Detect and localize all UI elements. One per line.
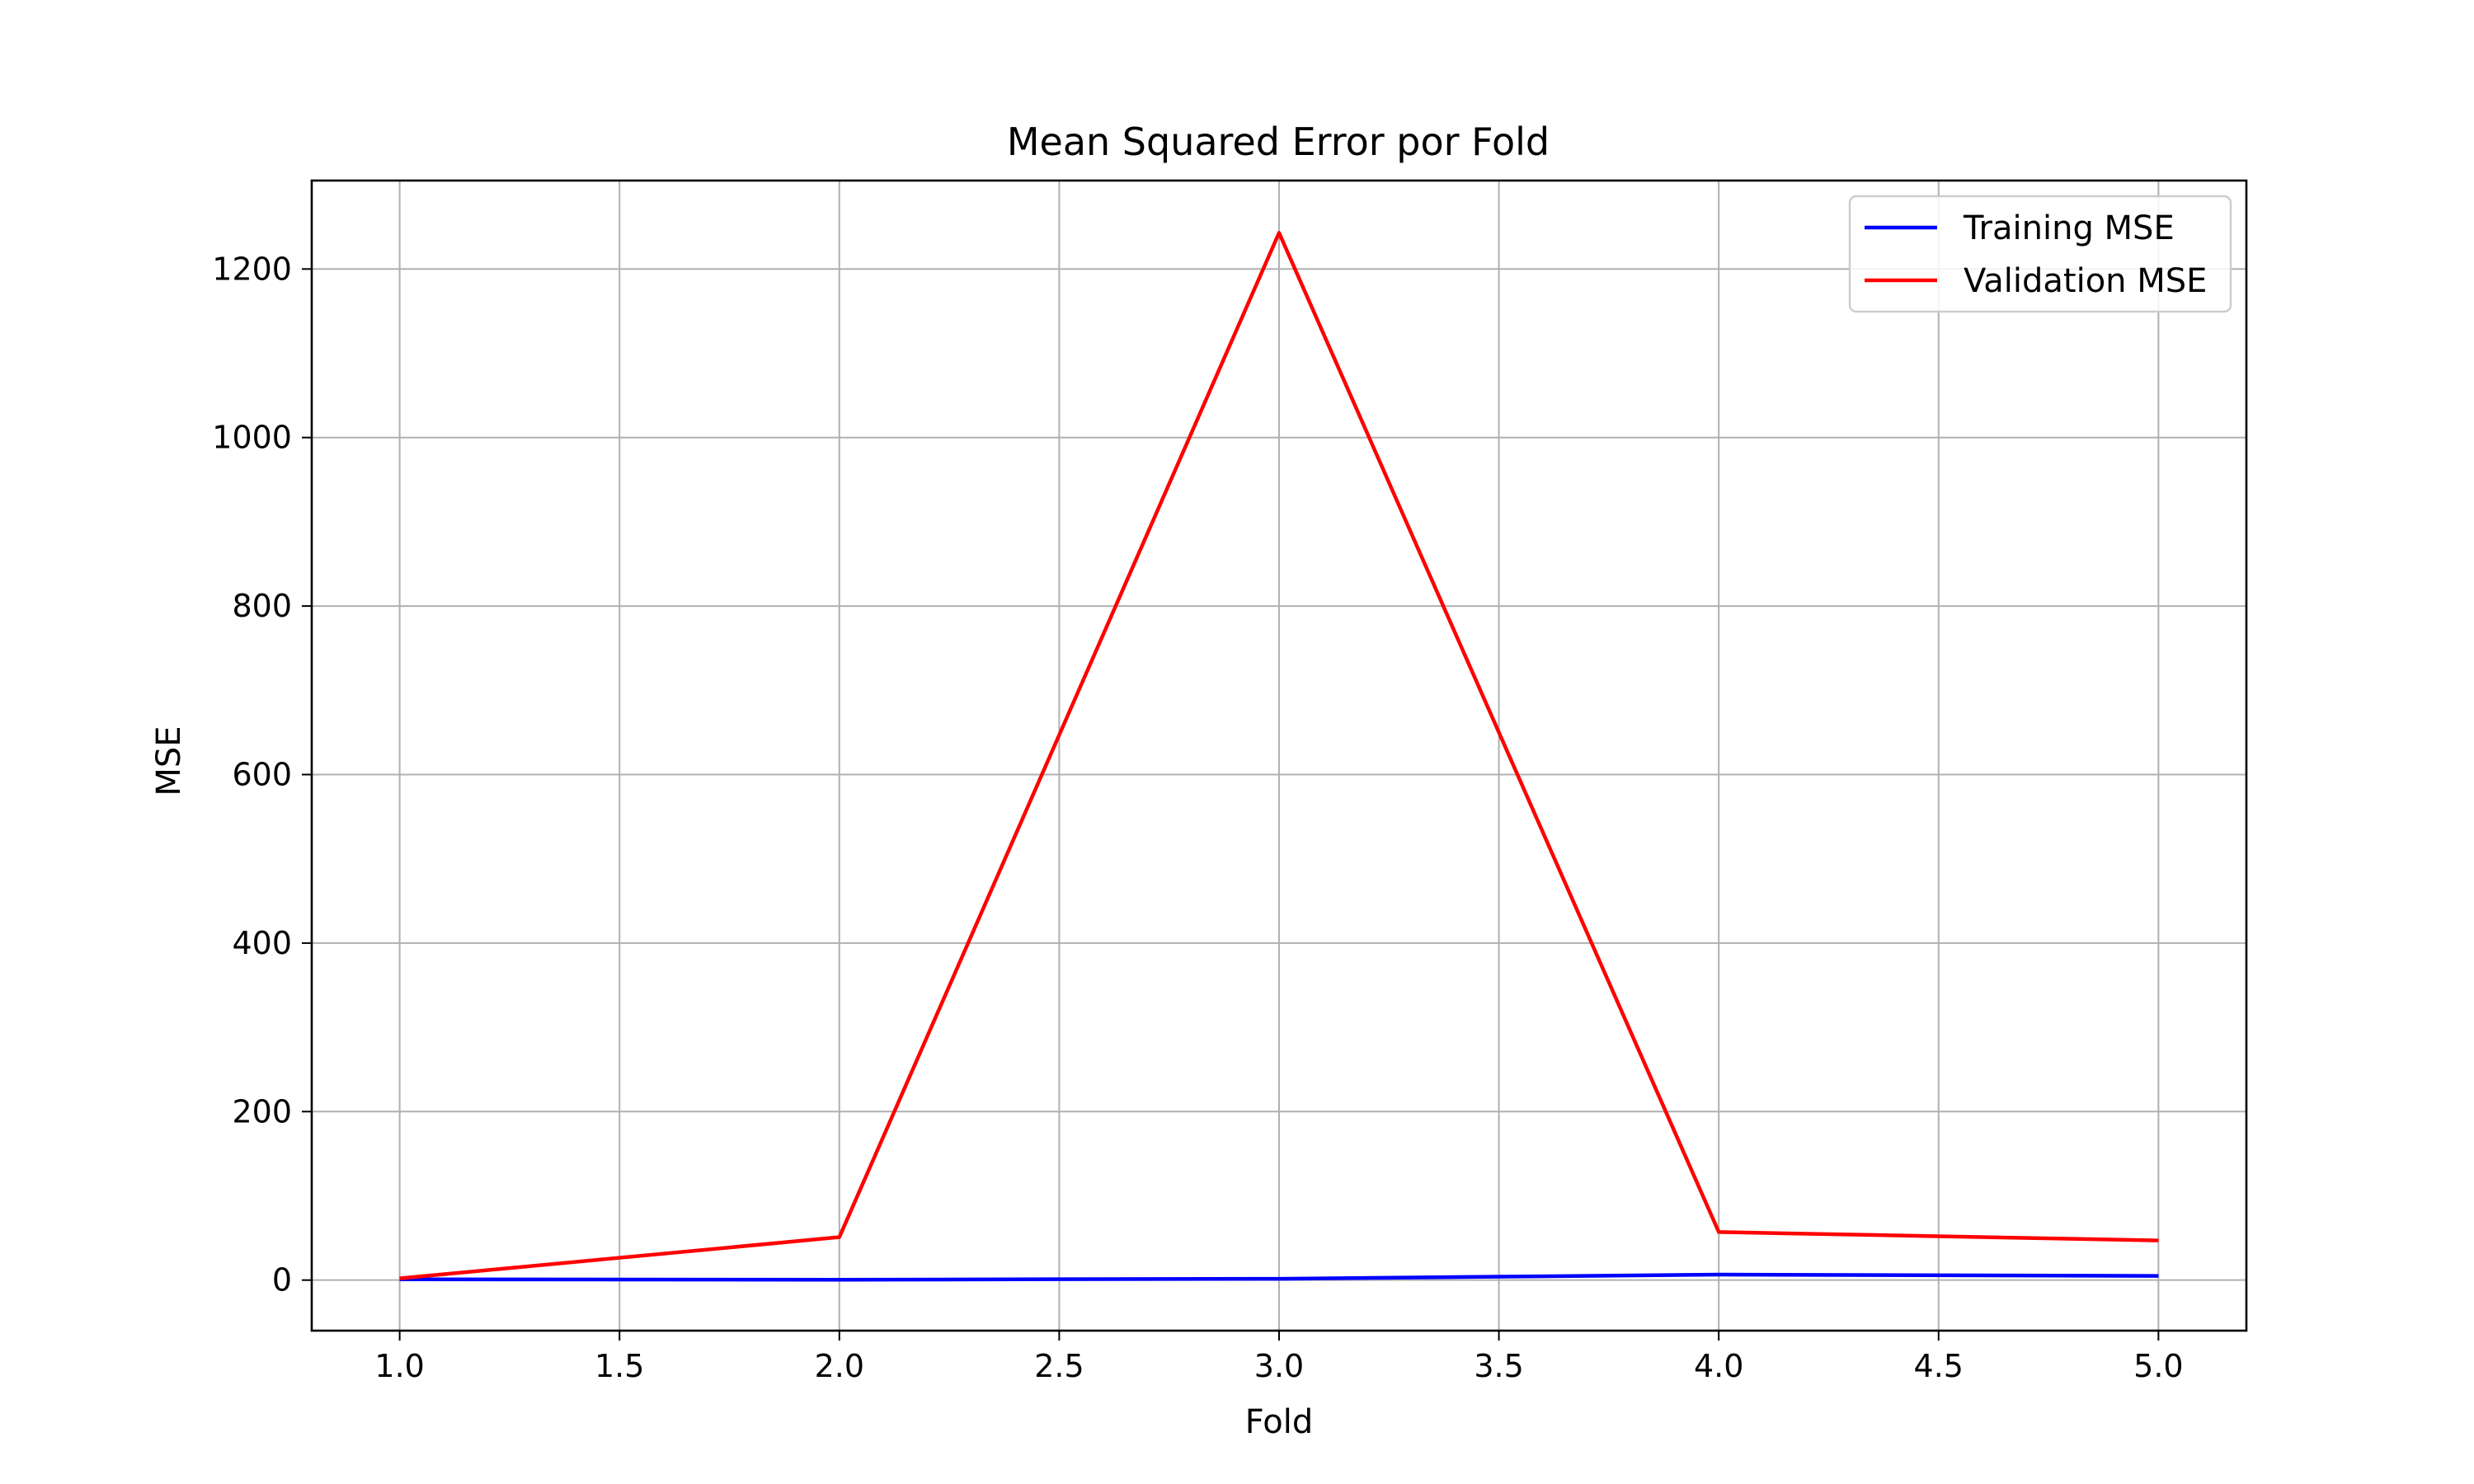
x-tick-label: 1.5 [595,1348,644,1384]
legend: Training MSE Validation MSE [1848,195,2232,313]
validation-mse-line [399,231,2159,1280]
x-tick-label: 2.0 [815,1348,864,1384]
x-tick-label: 3.0 [1254,1348,1304,1384]
legend-label-validation-mse: Validation MSE [1964,262,2207,300]
y-tick-label: 0 [272,1262,292,1298]
x-tick-label: 4.0 [1694,1348,1743,1384]
y-axis-label: MSE [150,726,188,796]
x-tick-label: 2.5 [1034,1348,1084,1384]
training-mse-line [399,1272,2159,1282]
legend-label-training-mse: Training MSE [1963,209,2175,247]
y-tick-label: 400 [232,925,292,961]
y-tick-label: 600 [232,756,292,792]
x-tick-label: 4.5 [1914,1348,1964,1384]
legend-box [1848,195,2232,313]
x-tick-label: 5.0 [2133,1348,2183,1384]
y-tick-label: 800 [232,588,292,624]
series-lines [399,231,2159,1282]
x-tick-label: 1.0 [374,1348,424,1384]
x-tick-label: 3.5 [1474,1348,1523,1384]
y-tick-label: 1000 [212,420,292,456]
y-axis-ticks: 0 200 400 600 800 1000 1200 [212,251,312,1298]
x-axis-label: Fold [1245,1403,1314,1441]
chart-title: Mean Squared Error por Fold [1007,120,1550,164]
y-tick-label: 1200 [212,251,292,287]
y-tick-label: 200 [232,1093,292,1129]
x-axis-ticks: 1.0 1.5 2.0 2.5 3.0 3.5 4.0 4.5 5.0 [374,1331,2184,1384]
